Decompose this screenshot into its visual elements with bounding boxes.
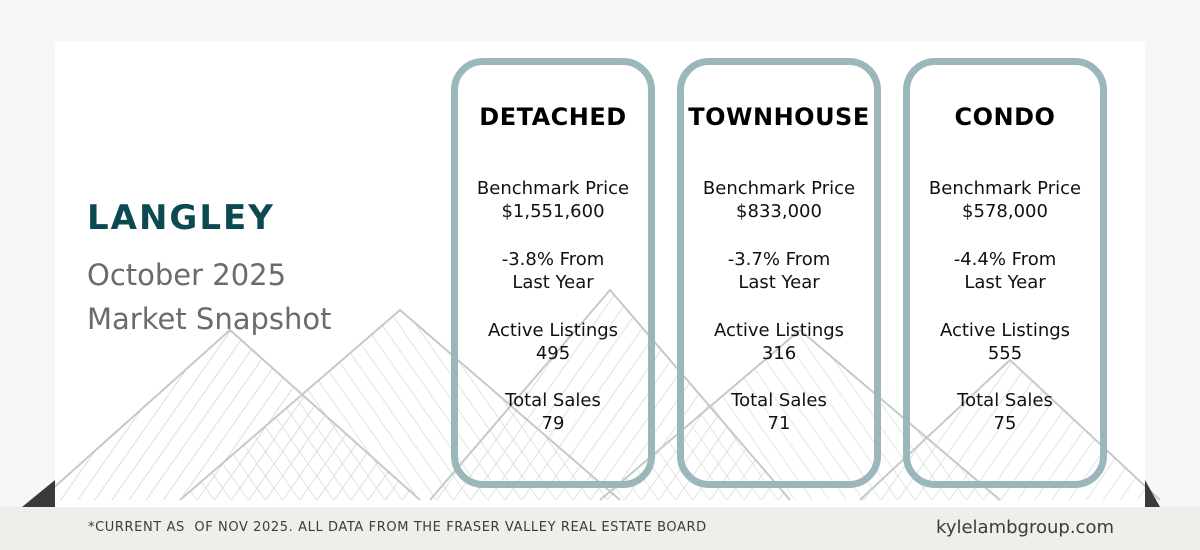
total-sales-label: Total Sales: [957, 390, 1053, 411]
year-change-block: -3.8% From Last Year: [458, 248, 648, 294]
year-change-value: -3.7% From: [727, 249, 831, 270]
year-change-label: Last Year: [964, 272, 1046, 293]
benchmark-price-value: $578,000: [962, 201, 1048, 222]
active-listings-block: Active Listings 316: [684, 319, 874, 365]
active-listings-value: 495: [535, 343, 571, 364]
benchmark-price-label: Benchmark Price: [476, 178, 630, 199]
total-sales-block: Total Sales 75: [910, 389, 1100, 435]
subtitle-month: October 2025: [87, 258, 287, 292]
benchmark-price-block: Benchmark Price $1,551,600: [458, 177, 648, 223]
card-title: TOWNHOUSE: [688, 103, 870, 131]
location-title: LANGLEY: [87, 198, 275, 238]
card-detached: DETACHED Benchmark Price $1,551,600 -3.8…: [451, 58, 655, 488]
year-change-block: -4.4% From Last Year: [910, 248, 1100, 294]
benchmark-price-label: Benchmark Price: [928, 178, 1082, 199]
active-listings-block: Active Listings 555: [910, 319, 1100, 365]
total-sales-label: Total Sales: [731, 390, 827, 411]
year-change-value: -4.4% From: [953, 249, 1057, 270]
total-sales-block: Total Sales 79: [458, 389, 648, 435]
total-sales-value: 79: [541, 413, 565, 434]
year-change-block: -3.7% From Last Year: [684, 248, 874, 294]
subtitle-snapshot: Market Snapshot: [87, 302, 332, 336]
website-link[interactable]: kylelambgroup.com: [936, 517, 1114, 538]
total-sales-value: 71: [767, 413, 791, 434]
active-listings-block: Active Listings 495: [458, 319, 648, 365]
benchmark-price-value: $833,000: [736, 201, 822, 222]
card-townhouse: TOWNHOUSE Benchmark Price $833,000 -3.7%…: [677, 58, 881, 488]
total-sales-label: Total Sales: [505, 390, 601, 411]
total-sales-block: Total Sales 71: [684, 389, 874, 435]
active-listings-label: Active Listings: [713, 320, 845, 341]
benchmark-price-value: $1,551,600: [501, 201, 605, 222]
footer-bar: *CURRENT AS OF NOV 2025. ALL DATA FROM T…: [0, 507, 1200, 550]
active-listings-label: Active Listings: [487, 320, 619, 341]
data-disclaimer: *CURRENT AS OF NOV 2025. ALL DATA FROM T…: [88, 520, 707, 535]
year-change-label: Last Year: [512, 272, 594, 293]
benchmark-price-block: Benchmark Price $833,000: [684, 177, 874, 223]
year-change-label: Last Year: [738, 272, 820, 293]
active-listings-value: 316: [761, 343, 797, 364]
benchmark-price-block: Benchmark Price $578,000: [910, 177, 1100, 223]
active-listings-value: 555: [987, 343, 1023, 364]
card-title: CONDO: [954, 103, 1056, 131]
active-listings-label: Active Listings: [939, 320, 1071, 341]
card-title: DETACHED: [479, 103, 627, 131]
total-sales-value: 75: [993, 413, 1017, 434]
card-condo: CONDO Benchmark Price $578,000 -4.4% Fro…: [903, 58, 1107, 488]
benchmark-price-label: Benchmark Price: [702, 178, 856, 199]
year-change-value: -3.8% From: [501, 249, 605, 270]
